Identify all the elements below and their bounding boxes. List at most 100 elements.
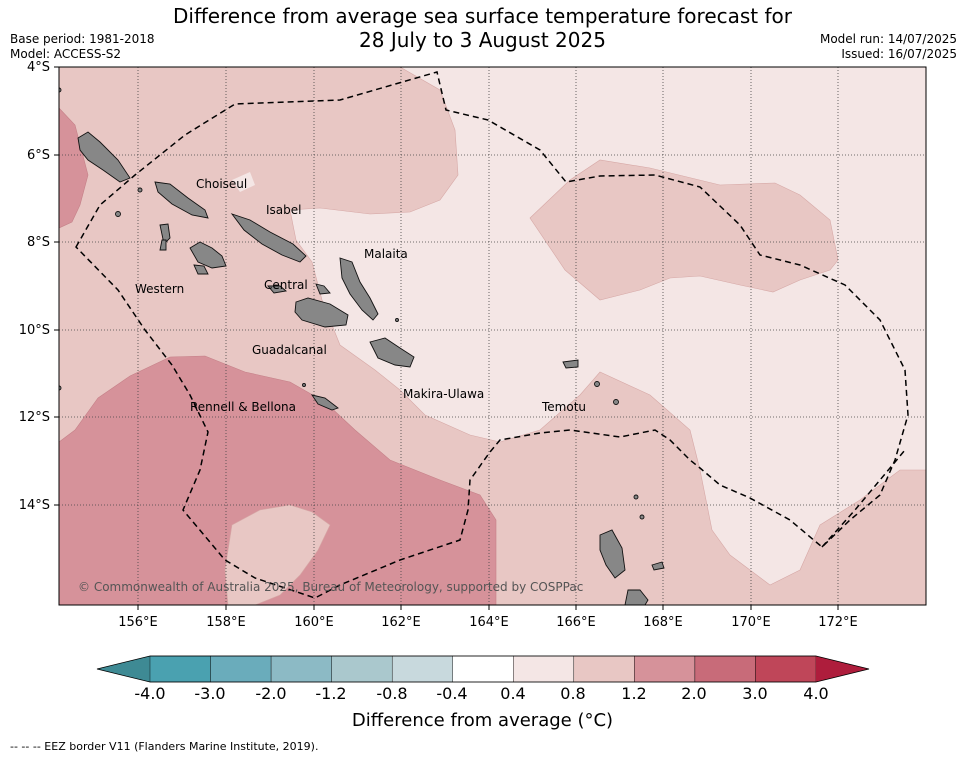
island-vanikoro <box>613 399 619 405</box>
place-temotu: Temotu <box>542 400 587 414</box>
colorbar-outline <box>96 655 870 683</box>
colorbar-box <box>270 655 332 683</box>
island-banks <box>639 514 645 520</box>
colorbar-tick: -0.8 <box>376 684 408 703</box>
colorbar-label: Difference from average (°C) <box>351 710 614 731</box>
lon-label-172e: 172°E <box>818 615 858 630</box>
island-ranongga <box>159 239 167 251</box>
island-bougainville <box>77 131 131 183</box>
axis-ticks <box>54 66 839 610</box>
island-utupua <box>594 381 600 387</box>
island-nggela <box>267 285 288 294</box>
lon-label-156e: 156°E <box>118 615 158 630</box>
island-ndeni <box>562 359 579 369</box>
colorbar-tick: -0.4 <box>436 684 468 703</box>
place-makira-ulawa: Makira-Ulawa <box>403 387 485 401</box>
band-0.4-0.8-pocket <box>232 172 255 192</box>
island-choiseul <box>154 181 209 219</box>
colorbar-box <box>149 655 211 683</box>
meta-right: Model run: 14/07/2025 Issued: 16/07/2025 <box>820 32 957 62</box>
place-rennell-bellona: Rennell & Bellona <box>190 400 297 414</box>
colorbar-box <box>391 655 453 683</box>
lon-label-164e: 164°E <box>469 615 509 630</box>
model-run: Model run: 14/07/2025 <box>819 32 957 46</box>
colorbar-box <box>634 655 696 683</box>
island-makira <box>369 337 415 368</box>
lon-label-168e: 168°E <box>643 615 683 630</box>
band-0.8-1.2-east <box>529 159 839 301</box>
colorbar-box <box>694 655 756 683</box>
model-name: Model: ACCESS-S2 <box>10 47 122 61</box>
chart-title-line2: 28 July to 3 August 2025 <box>359 28 606 52</box>
colorbar-box <box>210 655 272 683</box>
lon-label-170e: 170°E <box>731 615 771 630</box>
eez-borders <box>75 71 909 599</box>
lon-label-166e: 166°E <box>556 615 596 630</box>
place-central: Central <box>264 278 308 292</box>
lat-label-6s: 6°S <box>26 148 50 163</box>
map-frame <box>58 66 927 606</box>
colorbar-tick: -2.0 <box>255 684 287 703</box>
graticule <box>59 67 926 605</box>
lon-label-160e: 160°E <box>294 615 334 630</box>
colorbar-tick: 0.8 <box>560 684 586 703</box>
island-new-georgia <box>189 241 227 269</box>
colorbar-tick: 3.0 <box>742 684 768 703</box>
island-malaita <box>339 257 379 321</box>
lat-label-8s: 8°S <box>26 235 50 250</box>
island-shortland <box>115 211 121 217</box>
base-period: Base period: 1981-2018 <box>10 32 155 46</box>
colorbar-tick: 4.0 <box>803 684 829 703</box>
colorbar-box <box>452 655 514 683</box>
band-1.2-2.0-west <box>59 107 89 229</box>
eez-solomon <box>75 71 909 599</box>
colorbar-extend-high <box>816 656 869 682</box>
lat-label-4s: 4°S <box>26 60 50 75</box>
island-isabel <box>230 213 307 263</box>
place-malaita: Malaita <box>364 247 408 261</box>
colorbar-box <box>513 655 575 683</box>
eez-legend-note: -- -- -- EEZ border V11 (Flanders Marine… <box>10 740 319 753</box>
colorbar-box <box>331 655 393 683</box>
lat-label-14s: 14°S <box>18 498 50 513</box>
island-espiritu <box>599 529 626 579</box>
islands <box>59 87 665 605</box>
island-ambae <box>651 561 665 571</box>
issued-date: Issued: 16/07/2025 <box>841 47 957 61</box>
lat-label-12s: 12°S <box>18 410 50 425</box>
lon-label-158e: 158°E <box>206 615 246 630</box>
island-treasury <box>137 187 143 193</box>
band-0.8-1.2-inner <box>224 504 331 605</box>
chart-title-line1: Difference from average sea surface temp… <box>172 4 792 28</box>
colorbar-box <box>755 655 817 683</box>
island-savo <box>315 283 331 295</box>
map-field <box>59 67 926 605</box>
colorbar-tick: -1.2 <box>315 684 347 703</box>
island-guadalcanal <box>294 297 349 328</box>
island-rennell <box>310 394 339 411</box>
place-guadalcanal: Guadalcanal <box>252 343 327 357</box>
place-isabel: Isabel <box>266 203 302 217</box>
island-torres <box>633 494 639 500</box>
island-small-3 <box>395 318 399 322</box>
island-vella <box>159 223 171 245</box>
place-western: Western <box>135 282 185 296</box>
colorbar <box>96 655 870 683</box>
lon-label-162e: 162°E <box>381 615 421 630</box>
island-small-4 <box>302 383 306 387</box>
lat-label-10s: 10°S <box>18 323 50 338</box>
place-choiseul: Choiseul <box>196 177 248 191</box>
colorbar-extend-low <box>97 656 150 682</box>
meta-left: Base period: 1981-2018 Model: ACCESS-S2 <box>10 32 155 62</box>
colorbar-tick: -4.0 <box>134 684 166 703</box>
copyright-notice: © Commonwealth of Australia 2025, Bureau… <box>78 580 584 594</box>
colorbar-box <box>573 655 635 683</box>
colorbar-tick: 1.2 <box>621 684 647 703</box>
colorbar-tick: 0.4 <box>500 684 526 703</box>
island-malekula <box>624 589 649 605</box>
colorbar-tick: -3.0 <box>194 684 226 703</box>
eez-vanuatu <box>821 449 906 548</box>
island-rendova <box>193 264 209 275</box>
colorbar-tick: 2.0 <box>681 684 707 703</box>
